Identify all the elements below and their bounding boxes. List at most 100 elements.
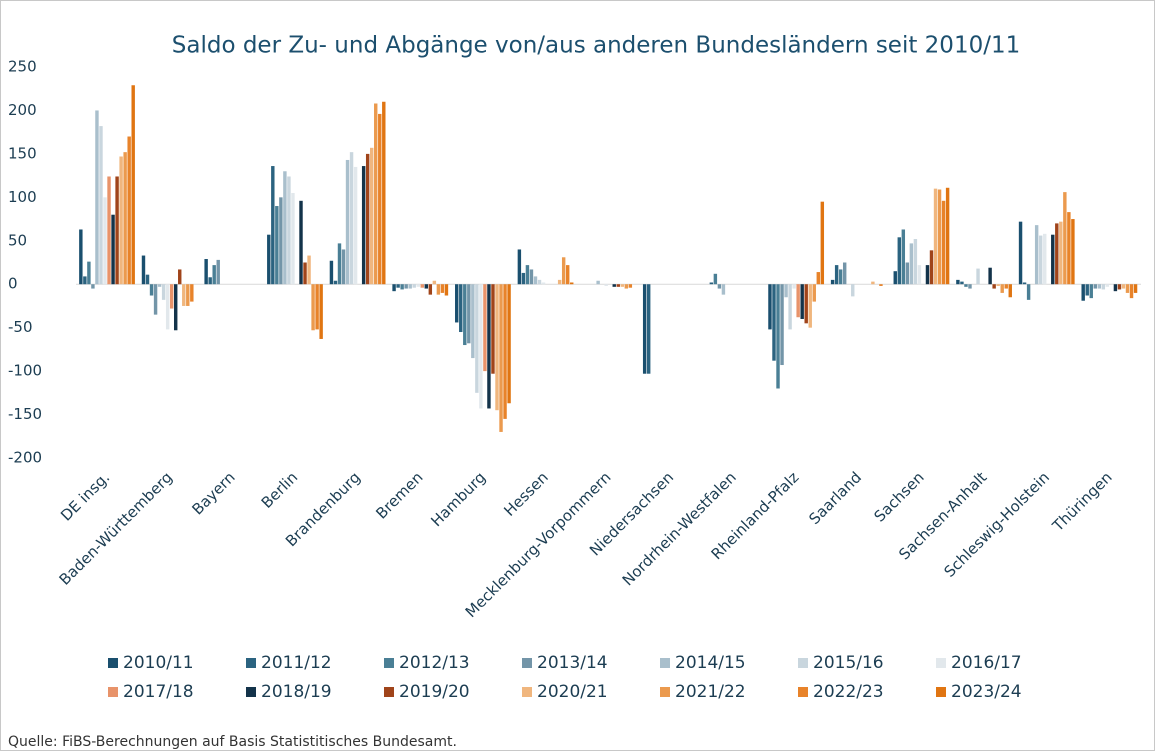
legend-label: 2012/13 [399,653,470,673]
bar [804,284,808,324]
bar [929,250,934,285]
bar [424,284,429,289]
bar [471,284,475,359]
bar [208,277,212,285]
bar [479,284,483,409]
y-tick-label: -200 [8,449,42,467]
bar [392,284,396,292]
bar [341,249,346,285]
bar [182,284,186,306]
bar [1071,219,1075,285]
y-tick-label: 100 [8,188,37,206]
bar [161,284,166,300]
bar [432,280,437,285]
bar [319,284,323,339]
bar [1093,284,1097,289]
legend-swatch [660,658,670,668]
bar [382,101,386,285]
bar [1055,223,1059,285]
legend-swatch [522,687,532,697]
bar [842,262,847,285]
bar [709,282,714,285]
bar [1000,284,1004,293]
bar [871,281,875,285]
bar [517,249,522,285]
bar [507,284,511,404]
bar [1063,192,1067,285]
bar [1081,284,1085,301]
bar [111,214,115,285]
bar [416,284,420,287]
bar [570,282,574,285]
bar [812,284,816,302]
source: Quelle: FiBS-Berechnungen auf Basis Stat… [8,734,457,750]
bar [131,85,135,285]
bar [596,280,600,285]
legend-label: 2014/15 [675,653,746,673]
bar [165,284,170,330]
bar [190,284,194,302]
bar [776,284,780,389]
legend-swatch [522,658,532,668]
bar [941,200,946,285]
bar [1004,284,1008,289]
bar [444,284,449,296]
bar [271,166,275,285]
bar [420,284,424,288]
legend-swatch [246,658,256,668]
bar [345,159,350,285]
bar [537,279,542,285]
bar [299,200,303,285]
bar [283,171,287,285]
bar [499,284,503,432]
bar [620,284,625,287]
bar [909,243,914,285]
bar [800,284,804,319]
bar [287,176,291,285]
bar [349,152,354,285]
bar [933,188,938,285]
bar [333,280,338,285]
bar [123,152,127,285]
chart-title: Saldo der Zu- und Abgänge von/aus andere… [172,33,1020,59]
bar [279,197,283,285]
legend-label: 2018/19 [261,682,332,702]
bar [830,279,835,285]
y-tick-label: -50 [8,318,33,336]
bar [879,284,883,286]
bar [153,284,158,315]
bar [119,156,123,285]
bar [780,284,784,366]
bar [459,284,463,333]
bar [913,239,918,285]
bar [604,284,608,286]
bar [992,284,996,289]
bar [529,269,534,285]
legend-label: 2023/24 [951,682,1022,702]
bar [792,284,796,289]
bar [964,284,968,287]
legend-label: 2011/12 [261,653,332,673]
bar [412,284,416,288]
bar [838,269,843,285]
legend-label: 2020/21 [537,682,608,702]
bar [996,284,1000,286]
bar [487,284,491,409]
bar [1133,284,1138,293]
bar [820,201,825,285]
bar [1018,221,1023,285]
bar [925,265,930,285]
legend-swatch [660,687,670,697]
bar [968,284,972,289]
bar [275,206,279,285]
bar [303,262,307,285]
bar [1117,284,1122,290]
y-tick-label: 0 [8,275,18,293]
bar [178,269,182,285]
bar [561,257,566,285]
bar [353,166,358,285]
bar [717,284,722,289]
bar [1051,234,1055,285]
bar [1121,284,1126,289]
